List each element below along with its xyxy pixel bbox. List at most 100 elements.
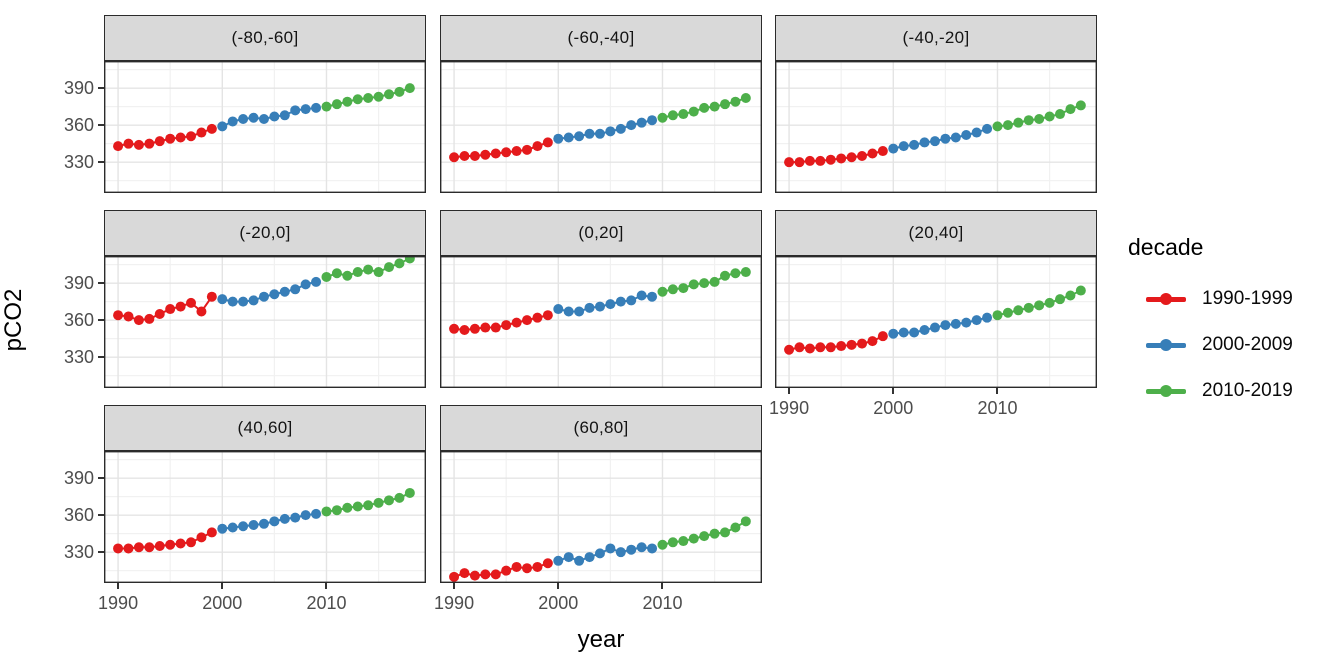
data-point: [542, 137, 553, 148]
facet-plot-svg: [775, 256, 1097, 388]
data-point: [154, 308, 165, 319]
data-point: [574, 555, 585, 566]
data-point: [165, 304, 176, 315]
data-point: [699, 102, 710, 113]
data-point: [511, 561, 522, 572]
data-point: [490, 322, 501, 333]
facet-plot-svg: [104, 61, 426, 193]
data-point: [227, 522, 238, 533]
data-point: [678, 536, 689, 547]
data-point: [971, 127, 982, 138]
data-point: [404, 83, 415, 94]
data-point: [929, 136, 940, 147]
data-point: [1002, 120, 1013, 131]
data-point: [238, 521, 249, 532]
decade-line: [221, 106, 317, 128]
data-point: [1013, 305, 1024, 316]
data-point: [657, 112, 668, 123]
y-tick-label: 390: [63, 273, 94, 294]
data-point: [154, 540, 165, 551]
decade-line: [789, 150, 884, 164]
data-point: [300, 510, 311, 521]
data-point: [522, 315, 533, 326]
data-point: [647, 115, 658, 126]
data-point: [321, 506, 332, 517]
facet-plot: [104, 61, 426, 193]
data-point: [615, 296, 626, 307]
data-point: [542, 558, 553, 569]
y-tick-label: 390: [63, 78, 94, 99]
data-point: [857, 338, 868, 349]
x-axis-tick: [661, 583, 664, 589]
facet-plot-svg: [440, 61, 762, 193]
x-axis-tick: [325, 583, 328, 589]
data-point: [469, 570, 480, 581]
x-axis-tick: [557, 583, 560, 589]
data-point: [258, 113, 269, 124]
data-point: [290, 105, 301, 116]
data-point: [258, 291, 269, 302]
data-point: [982, 312, 993, 323]
y-tick-label: 330: [63, 347, 94, 368]
data-point: [626, 544, 637, 555]
data-point: [490, 148, 501, 159]
data-point: [563, 552, 574, 563]
data-point: [394, 258, 405, 269]
decade-line: [453, 141, 549, 159]
decade-line: [453, 562, 549, 578]
data-point: [321, 101, 332, 112]
data-point: [144, 313, 155, 324]
decade-line: [117, 296, 213, 322]
data-point: [815, 155, 826, 166]
data-point: [480, 569, 491, 580]
data-point: [594, 128, 605, 139]
data-point: [982, 123, 993, 134]
data-point: [888, 328, 899, 339]
data-point: [867, 148, 878, 159]
y-axis-tick: [98, 514, 104, 517]
x-axis-tick: [788, 388, 791, 394]
data-point: [449, 323, 460, 334]
data-point: [175, 132, 186, 143]
data-point: [144, 542, 155, 553]
data-point: [321, 271, 332, 282]
data-point: [1034, 300, 1045, 311]
data-point: [784, 157, 795, 168]
facet-strip: (-20,0]: [104, 210, 426, 256]
legend-title: decade: [1128, 234, 1204, 260]
data-point: [794, 157, 805, 168]
data-point: [825, 154, 836, 165]
y-tick-label: 390: [63, 468, 94, 489]
data-point: [950, 132, 961, 143]
data-point: [165, 539, 176, 550]
data-point: [836, 341, 847, 352]
x-axis-tick: [117, 583, 120, 589]
data-point: [1055, 109, 1066, 120]
data-point: [1065, 290, 1076, 301]
decade-line: [788, 335, 884, 351]
data-point: [825, 342, 836, 353]
data-point: [647, 543, 658, 554]
data-point: [1044, 297, 1055, 308]
data-point: [133, 139, 144, 150]
data-point: [331, 99, 342, 110]
data-point: [300, 104, 311, 115]
legend-entry: 1990-1999: [1128, 287, 1293, 311]
decade-line: [893, 316, 988, 335]
data-point: [248, 112, 259, 123]
legend-entry: 2000-2009: [1128, 333, 1293, 357]
y-axis-tick: [98, 356, 104, 359]
facet-plot-svg: [104, 256, 426, 388]
x-axis-title: year: [577, 626, 625, 653]
data-point: [352, 501, 363, 512]
data-point: [1023, 302, 1034, 313]
y-axis-tick: [98, 124, 104, 127]
data-point: [919, 325, 930, 336]
y-axis-tick: [98, 551, 104, 554]
data-point: [846, 339, 857, 350]
data-point: [688, 279, 699, 290]
data-point: [553, 555, 564, 566]
decade-line: [453, 314, 549, 332]
data-point: [206, 291, 217, 302]
data-point: [898, 327, 909, 338]
